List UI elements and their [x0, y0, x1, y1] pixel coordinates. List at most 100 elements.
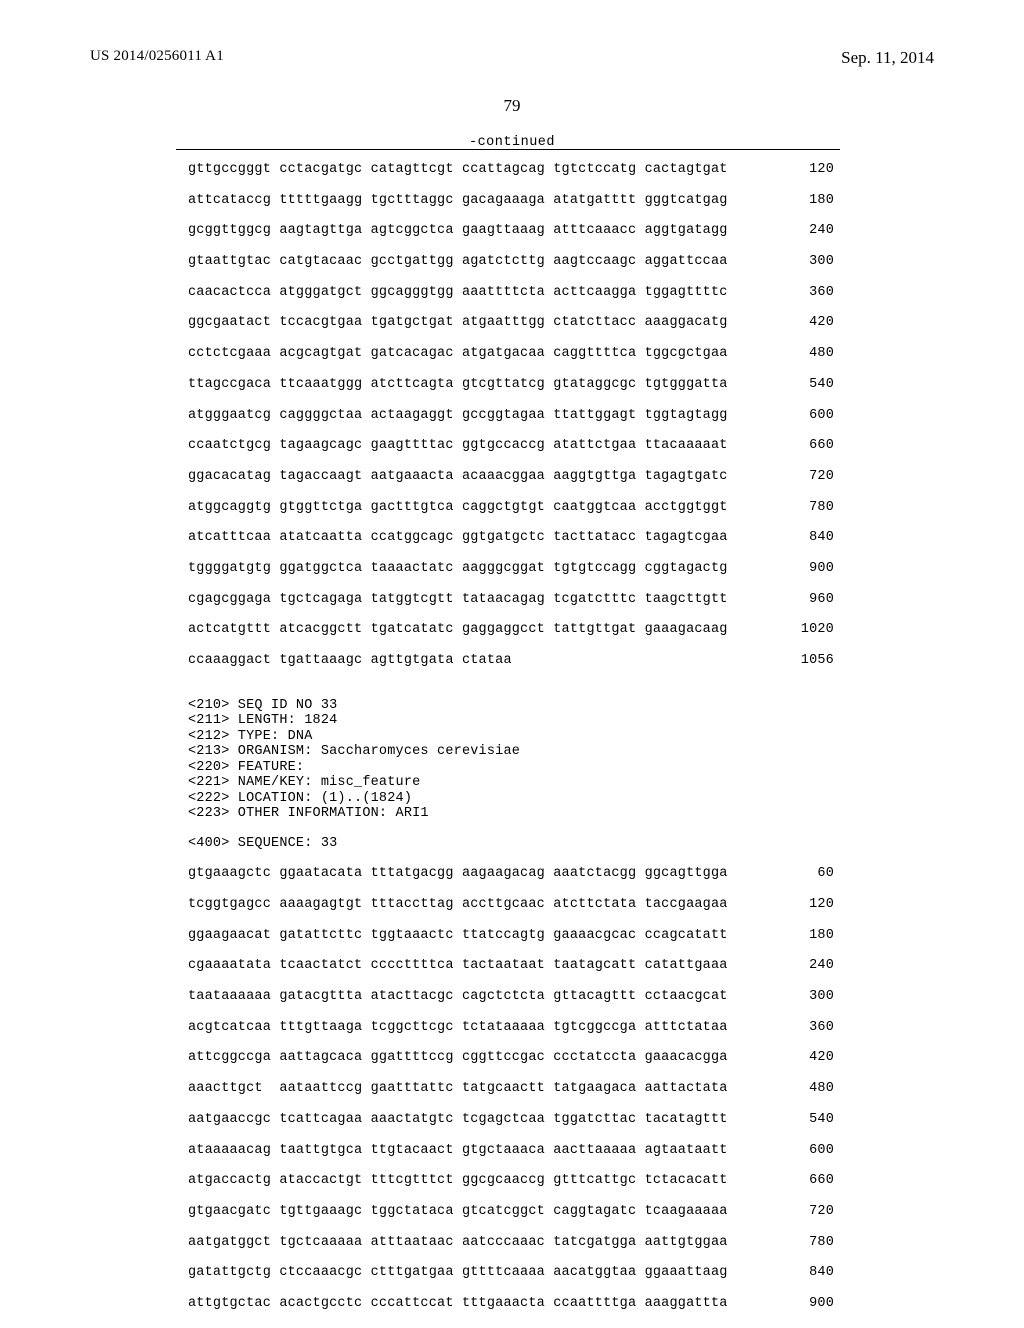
sequence-groups: actcatgttt atcacggctt tgatcatatc gaggagg…	[188, 622, 728, 637]
sequence-row: gtgaacgatc tgttgaaagc tggctataca gtcatcg…	[188, 1205, 840, 1219]
sequence-row: atgggaatcg caggggctaa actaagaggt gccggta…	[188, 409, 840, 423]
sequence-area: gttgccgggt cctacgatgc catagttcgt ccattag…	[188, 163, 840, 1328]
sequence-groups: ataaaaacag taattgtgca ttgtacaact gtgctaa…	[188, 1143, 728, 1158]
sequence-position: 900	[809, 562, 834, 576]
sequence-position: 180	[809, 194, 834, 208]
sequence-row: taataaaaaa gatacgttta atacttacgc cagctct…	[188, 990, 840, 1004]
sequence-groups: tcggtgagcc aaaagagtgt tttaccttag accttgc…	[188, 897, 728, 912]
sequence-row: gtgaaagctc ggaatacata tttatgacgg aagaaga…	[188, 867, 840, 881]
sequence-row: attcggccga aattagcaca ggattttccg cggttcc…	[188, 1051, 840, 1065]
sequence-groups: ggcgaatact tccacgtgaa tgatgctgat atgaatt…	[188, 315, 728, 330]
sequence-groups: gtaattgtac catgtacaac gcctgattgg agatctc…	[188, 254, 728, 269]
sequence-position: 960	[809, 593, 834, 607]
sequence-groups: attcggccga aattagcaca ggattttccg cggttcc…	[188, 1050, 728, 1065]
sequence-groups: taataaaaaa gatacgttta atacttacgc cagctct…	[188, 989, 728, 1004]
sequence-position: 540	[809, 1113, 834, 1127]
sequence-groups: gatattgctg ctccaaacgc ctttgatgaa gttttca…	[188, 1265, 728, 1280]
sequence-groups: ttagccgaca ttcaaatggg atcttcagta gtcgtta…	[188, 377, 728, 392]
sequence-position: 600	[809, 1144, 834, 1158]
sequence-row: cgaaaatata tcaactatct ccccttttca tactaat…	[188, 959, 840, 973]
sequence-groups: gtgaacgatc tgttgaaagc tggctataca gtcatcg…	[188, 1204, 728, 1219]
sequence-groups: ccaaaggact tgattaaagc agttgtgata ctataa	[188, 653, 728, 668]
sequence-row: ggaagaacat gatattcttc tggtaaactc ttatcca…	[188, 929, 840, 943]
sequence-row: ggacacatag tagaccaagt aatgaaacta acaaacg…	[188, 470, 840, 484]
sequence-position: 900	[809, 1297, 834, 1311]
sequence-position: 780	[809, 501, 834, 515]
sequence-position: 420	[809, 316, 834, 330]
sequence-row: acgtcatcaa tttgttaaga tcggcttcgc tctataa…	[188, 1021, 840, 1035]
sequence-groups: atggcaggtg gtggttctga gactttgtca caggctg…	[188, 500, 728, 515]
sequence-groups: gttgccgggt cctacgatgc catagttcgt ccattag…	[188, 162, 728, 177]
sequence-position: 420	[809, 1051, 834, 1065]
sequence-position: 660	[809, 1174, 834, 1188]
sequence-row: ttagccgaca ttcaaatggg atcttcagta gtcgtta…	[188, 378, 840, 392]
sequence-position: 300	[809, 990, 834, 1004]
sequence-row: ccaatctgcg tagaagcagc gaagttttac ggtgcca…	[188, 439, 840, 453]
sequence-row: caacactcca atgggatgct ggcagggtgg aaatttt…	[188, 286, 840, 300]
sequence-row: attgtgctac acactgcctc cccattccat tttgaaa…	[188, 1297, 840, 1311]
sequence-position: 240	[809, 959, 834, 973]
sequence-position: 180	[809, 929, 834, 943]
sequence-row: cctctcgaaa acgcagtgat gatcacagac atgatga…	[188, 347, 840, 361]
sequence-row: aatgaaccgc tcattcagaa aaactatgtc tcgagct…	[188, 1113, 840, 1127]
sequence-row: ccaaaggact tgattaaagc agttgtgata ctataa …	[188, 654, 840, 668]
sequence-row: actcatgttt atcacggctt tgatcatatc gaggagg…	[188, 623, 840, 637]
sequence-groups: ggacacatag tagaccaagt aatgaaacta acaaacg…	[188, 469, 728, 484]
sequence-groups: atcatttcaa atatcaatta ccatggcagc ggtgatg…	[188, 530, 728, 545]
sequence-groups: tggggatgtg ggatggctca taaaactatc aagggcg…	[188, 561, 728, 576]
sequence-groups: cctctcgaaa acgcagtgat gatcacagac atgatga…	[188, 346, 728, 361]
sequence-position: 240	[809, 224, 834, 238]
sequence-groups: caacactcca atgggatgct ggcagggtgg aaatttt…	[188, 285, 728, 300]
publication-date: Sep. 11, 2014	[841, 48, 934, 68]
sequence-position: 480	[809, 1082, 834, 1096]
sequence-row: tggggatgtg ggatggctca taaaactatc aagggcg…	[188, 562, 840, 576]
sequence-groups: atgaccactg ataccactgt tttcgtttct ggcgcaa…	[188, 1173, 728, 1188]
sequence-row: gcggttggcg aagtagttga agtcggctca gaagtta…	[188, 224, 840, 238]
sequence-row: atggcaggtg gtggttctga gactttgtca caggctg…	[188, 501, 840, 515]
sequence-position: 360	[809, 286, 834, 300]
sequence-groups: ccaatctgcg tagaagcagc gaagttttac ggtgcca…	[188, 438, 728, 453]
sequence-groups: attgtgctac acactgcctc cccattccat tttgaaa…	[188, 1296, 728, 1311]
sequence-groups: cgaaaatata tcaactatct ccccttttca tactaat…	[188, 958, 728, 973]
sequence-row: aatgatggct tgctcaaaaa atttaataac aatccca…	[188, 1236, 840, 1250]
sequence-row: atgaccactg ataccactgt tttcgtttct ggcgcaa…	[188, 1174, 840, 1188]
sequence-position: 720	[809, 1205, 834, 1219]
sequence-groups: gtgaaagctc ggaatacata tttatgacgg aagaaga…	[188, 866, 728, 881]
sequence-groups: ggaagaacat gatattcttc tggtaaactc ttatcca…	[188, 928, 728, 943]
sequence-position: 60	[817, 867, 834, 881]
sequence-position: 300	[809, 255, 834, 269]
sequence-row: attcataccg tttttgaagg tgctttaggc gacagaa…	[188, 194, 840, 208]
sequence-row: gttgccgggt cctacgatgc catagttcgt ccattag…	[188, 163, 840, 177]
sequence-position: 1056	[801, 654, 834, 668]
sequence-position: 660	[809, 439, 834, 453]
sequence-position: 1020	[801, 623, 834, 637]
sequence-groups: aaacttgct aataattccg gaatttattc tatgcaac…	[188, 1081, 728, 1096]
sequence-row: gatattgctg ctccaaacgc ctttgatgaa gttttca…	[188, 1266, 840, 1280]
sequence-position: 600	[809, 409, 834, 423]
sequence-metadata: <210> SEQ ID NO 33 <211> LENGTH: 1824 <2…	[188, 698, 840, 822]
sequence-groups: attcataccg tttttgaagg tgctttaggc gacagaa…	[188, 193, 728, 208]
sequence-groups: acgtcatcaa tttgttaaga tcggcttcgc tctataa…	[188, 1020, 728, 1035]
page-number: 79	[0, 96, 1024, 116]
sequence-row: tcggtgagcc aaaagagtgt tttaccttag accttgc…	[188, 898, 840, 912]
sequence-groups: gcggttggcg aagtagttga agtcggctca gaagtta…	[188, 223, 728, 238]
rule-top	[176, 149, 840, 150]
sequence-position: 840	[809, 531, 834, 545]
continued-label: -continued	[0, 135, 1024, 150]
publication-number: US 2014/0256011 A1	[90, 48, 224, 65]
sequence-row: aaacttgct aataattccg gaatttattc tatgcaac…	[188, 1082, 840, 1096]
sequence-groups: aatgatggct tgctcaaaaa atttaataac aatccca…	[188, 1235, 728, 1250]
sequence-row: ggcgaatact tccacgtgaa tgatgctgat atgaatt…	[188, 316, 840, 330]
sequence-groups: cgagcggaga tgctcagaga tatggtcgtt tataaca…	[188, 592, 728, 607]
sequence-position: 480	[809, 347, 834, 361]
sequence-label: <400> SEQUENCE: 33	[188, 836, 840, 852]
sequence-row: cgagcggaga tgctcagaga tatggtcgtt tataaca…	[188, 593, 840, 607]
patent-page: US 2014/0256011 A1 Sep. 11, 2014 79 -con…	[0, 0, 1024, 1320]
sequence-row: ataaaaacag taattgtgca ttgtacaact gtgctaa…	[188, 1144, 840, 1158]
sequence-position: 120	[809, 898, 834, 912]
sequence-groups: atgggaatcg caggggctaa actaagaggt gccggta…	[188, 408, 728, 423]
sequence-position: 780	[809, 1236, 834, 1250]
sequence-row: atcatttcaa atatcaatta ccatggcagc ggtgatg…	[188, 531, 840, 545]
sequence-groups: aatgaaccgc tcattcagaa aaactatgtc tcgagct…	[188, 1112, 728, 1127]
sequence-position: 720	[809, 470, 834, 484]
